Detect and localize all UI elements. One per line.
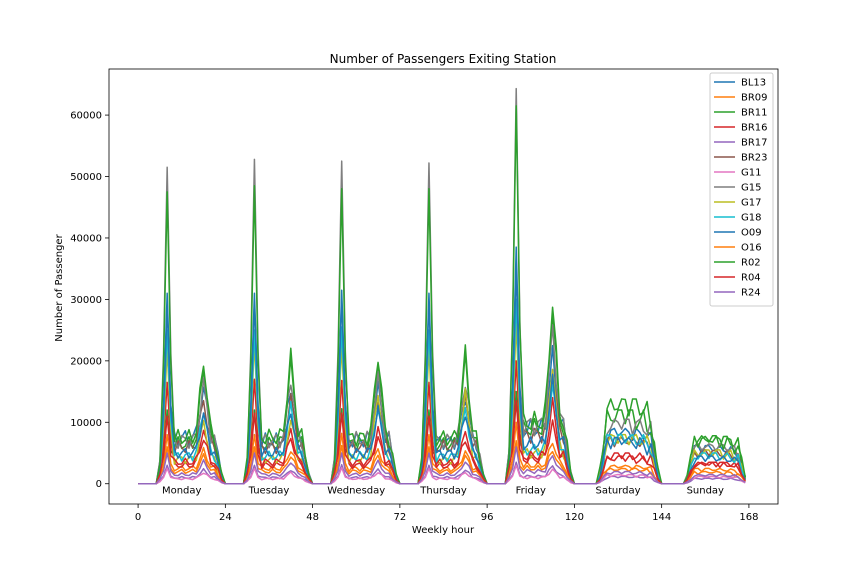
day-label: Wednesday [327, 485, 385, 496]
legend-label: BL13 [741, 78, 766, 89]
x-tick-label: 48 [306, 512, 319, 523]
series-layer [138, 87, 747, 485]
legend-label: BR16 [741, 123, 768, 134]
legend-label: G15 [741, 183, 761, 194]
y-tick-label: 60000 [70, 111, 102, 122]
day-label: Saturday [595, 485, 640, 496]
legend-label: BR09 [741, 93, 768, 104]
day-label: Sunday [687, 485, 724, 496]
legend-label: BR11 [741, 108, 768, 119]
x-tick-label: 0 [135, 512, 141, 523]
y-tick-label: 50000 [70, 172, 102, 183]
day-label: Friday [516, 485, 546, 496]
series-line-g15 [138, 87, 746, 485]
legend-label: G18 [741, 213, 761, 224]
day-label: Monday [162, 485, 202, 496]
x-axis-ticks: 0 24 48 72 96 120 144 168 [135, 504, 758, 523]
legend-label: BR23 [741, 153, 768, 164]
y-axis-label: Number of Passenger [54, 233, 65, 341]
legend: BL13 BR09 BR11 BR16 BR17 BR23 G11 G15 G17 G18 O09 O… [709, 72, 774, 307]
legend-label: O16 [741, 243, 762, 254]
legend-label: O09 [741, 228, 762, 239]
legend-label: G11 [741, 168, 761, 179]
day-labels: Monday Tuesday Wednesday Thursday Friday Satu… [162, 485, 724, 496]
y-axis-ticks: 0 10000 20000 30000 40000 50000 60000 [70, 111, 109, 490]
legend-label: BR17 [741, 138, 768, 149]
y-tick-label: 0 [96, 479, 102, 490]
y-tick-label: 10000 [70, 418, 102, 429]
plot-frame [108, 68, 779, 505]
x-tick-label: 24 [219, 512, 232, 523]
legend-label: G17 [741, 198, 761, 209]
day-label: Thursday [419, 485, 467, 496]
y-tick-label: 40000 [70, 233, 102, 244]
x-axis-label: Weekly hour [412, 525, 475, 536]
x-tick-label: 72 [394, 512, 407, 523]
x-tick-label: 168 [739, 512, 758, 523]
legend-label: R24 [741, 288, 761, 299]
x-tick-label: 120 [565, 512, 584, 523]
y-tick-label: 20000 [70, 356, 102, 367]
legend-label: R02 [741, 258, 761, 269]
x-tick-label: 144 [652, 512, 671, 523]
day-label: Tuesday [248, 485, 290, 496]
x-tick-label: 96 [481, 512, 494, 523]
chart-title: Number of Passengers Exiting Station [330, 52, 557, 66]
y-tick-label: 30000 [70, 295, 102, 306]
legend-label: R04 [741, 273, 761, 284]
series-line-r02 [138, 105, 747, 485]
series-line-r24 [138, 446, 746, 485]
